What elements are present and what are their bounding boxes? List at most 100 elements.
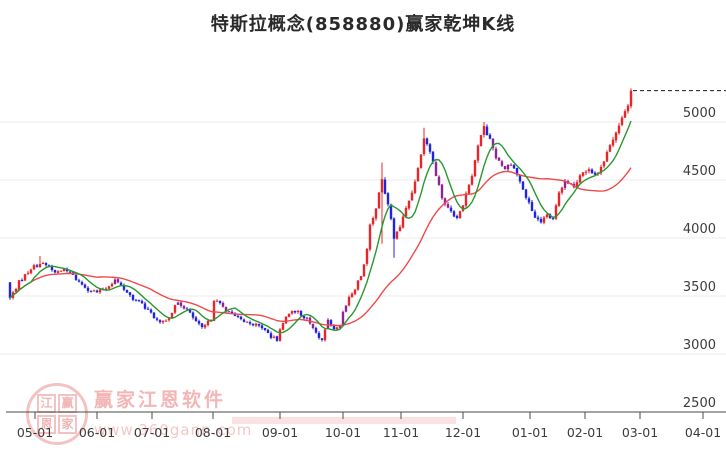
watermark-url: www.360gann.com [94, 421, 253, 439]
candle-body [524, 189, 528, 198]
y-axis-tick-label: 5000 [683, 106, 716, 121]
candle-body [629, 90, 633, 107]
candle-body [545, 214, 549, 218]
candle-body [131, 294, 135, 300]
candle-body [443, 198, 447, 205]
x-axis-tick-label: 10-01 [325, 425, 361, 440]
candle-body [269, 333, 273, 338]
candle-body [590, 169, 594, 174]
x-axis-tick-label: 03-01 [622, 425, 658, 440]
watermark-logo-char: 恩 [37, 415, 56, 434]
candle-body [542, 217, 546, 223]
candle-body [371, 218, 375, 225]
candle-body [470, 176, 474, 185]
candle-body [164, 320, 168, 322]
candle-body [329, 320, 333, 326]
candle-body [368, 224, 372, 250]
candle-body [38, 263, 42, 268]
candle-body [83, 284, 87, 288]
candle-body [260, 325, 264, 329]
candle-body [77, 280, 81, 282]
candle-body [407, 200, 411, 209]
candle-body [152, 312, 156, 319]
candle-body [467, 184, 471, 194]
candle-body [281, 323, 285, 330]
candle-body [557, 192, 561, 206]
x-axis-tick-label: 04-01 [685, 425, 721, 440]
candle-body [74, 275, 78, 280]
candle-body [104, 288, 108, 290]
candle-body [404, 207, 408, 217]
candle-body [299, 310, 303, 316]
candle-body [599, 166, 603, 174]
candle-body [626, 105, 630, 112]
candle-body [239, 316, 243, 320]
candle-body [353, 289, 357, 295]
candle-body [479, 135, 483, 147]
candle-body [266, 329, 270, 334]
candle-body [206, 320, 210, 326]
candle-body [110, 283, 114, 287]
candle-body [56, 271, 60, 273]
candle-body [158, 320, 162, 323]
candle-body [197, 321, 201, 324]
candle-body [533, 211, 537, 218]
candle-body [488, 134, 492, 139]
y-axis-tick-label: 3000 [683, 338, 716, 353]
candle-body [248, 322, 252, 324]
candle-body [113, 279, 117, 285]
candle-body [530, 202, 534, 212]
candle-body [50, 265, 54, 271]
candle-body [341, 311, 345, 326]
candle-body [437, 176, 441, 185]
watermark-underline [232, 417, 456, 424]
candle-body [125, 289, 129, 293]
candle-body [311, 323, 315, 329]
candle-body [212, 301, 216, 321]
candle-body [53, 269, 57, 273]
candle-body [215, 300, 219, 302]
candle-body [491, 138, 495, 149]
candle-body [188, 309, 192, 313]
candle-body [32, 265, 36, 270]
candle-body [356, 280, 360, 290]
candle-body [107, 286, 111, 289]
candle-body [155, 318, 159, 320]
candle-body [41, 263, 45, 265]
candle-body [218, 300, 222, 303]
candle-body [431, 151, 435, 162]
candle-body [473, 160, 477, 177]
candle-body [143, 303, 147, 309]
candle-body [200, 323, 204, 328]
ma-short-line [9, 120, 632, 334]
candle-body [35, 265, 39, 267]
candle-body [47, 265, 51, 267]
candle-body [272, 336, 276, 338]
candle-body [335, 327, 339, 330]
candle-body [410, 192, 414, 201]
candle-body [257, 323, 261, 326]
candle-body [179, 302, 183, 306]
x-axis-tick-label: 06-01 [79, 425, 115, 440]
candle-body [119, 282, 123, 286]
candle-body [389, 204, 393, 219]
candle-body [383, 179, 387, 194]
candle-body [194, 317, 198, 322]
candle-body [350, 293, 354, 298]
candle-body [344, 305, 348, 312]
candle-body [575, 182, 579, 187]
y-axis-tick-label: 3500 [683, 280, 716, 295]
candle-body [563, 181, 567, 188]
candle-body [134, 299, 138, 301]
candle-body [86, 287, 90, 291]
candle-body [98, 289, 102, 293]
candle-body [224, 307, 228, 312]
candle-body [278, 329, 282, 341]
candle-body [485, 126, 489, 136]
candle-body [419, 154, 423, 168]
candle-body [422, 138, 426, 155]
candle-body [296, 310, 300, 313]
x-axis-tick-label: 12-01 [445, 425, 481, 440]
candle-body [29, 269, 33, 274]
candle-body [425, 138, 429, 145]
